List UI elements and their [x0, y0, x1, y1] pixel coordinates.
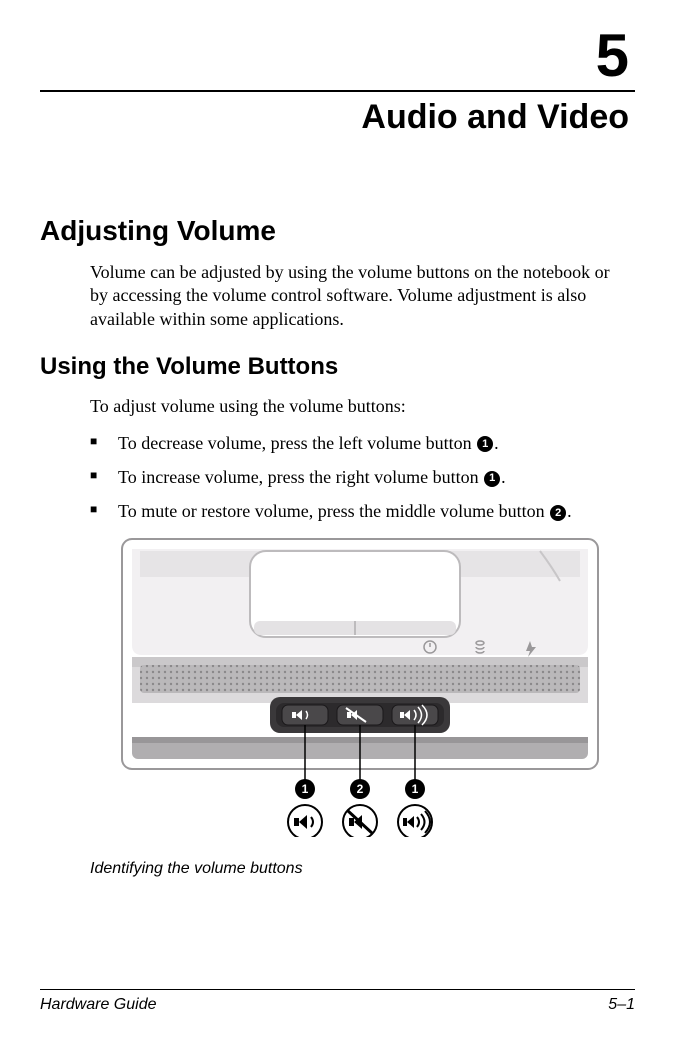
speaker-high-icon: [398, 805, 432, 837]
figure-callout-1: 1: [302, 782, 309, 796]
callout-icon: 1: [477, 436, 493, 452]
page-footer: Hardware Guide 5–1: [40, 989, 635, 1014]
figure-caption: Identifying the volume buttons: [90, 860, 635, 878]
footer-right: 5–1: [608, 996, 635, 1014]
callout-icon: 1: [484, 471, 500, 487]
list-item-text-pre: To increase volume, press the right volu…: [118, 467, 483, 487]
section-intro-using-buttons: To adjust volume using the volume button…: [90, 395, 625, 418]
footer-left: Hardware Guide: [40, 996, 157, 1014]
figure-callout-3: 1: [412, 782, 419, 796]
chapter-title: Audio and Video: [40, 98, 635, 137]
figure-callout-2: 2: [357, 782, 364, 796]
section-heading-adjusting-volume: Adjusting Volume: [40, 215, 635, 247]
chapter-number: 5: [40, 20, 635, 86]
list-item: To decrease volume, press the left volum…: [90, 431, 625, 455]
chapter-rule: [40, 90, 635, 92]
laptop-volume-illustration: 1 2 1: [120, 537, 600, 837]
list-item-text-post: .: [494, 433, 499, 453]
list-item-text-pre: To decrease volume, press the left volum…: [118, 433, 476, 453]
bullet-list: To decrease volume, press the left volum…: [90, 431, 625, 524]
list-item: To mute or restore volume, press the mid…: [90, 499, 625, 523]
section-heading-using-buttons: Using the Volume Buttons: [40, 353, 635, 381]
footer-rule: [40, 989, 635, 990]
list-item: To increase volume, press the right volu…: [90, 465, 625, 489]
callout-icon: 2: [550, 505, 566, 521]
list-item-text-post: .: [567, 501, 572, 521]
speaker-mute-icon: [343, 805, 377, 837]
figure: 1 2 1: [120, 537, 600, 842]
list-item-text-pre: To mute or restore volume, press the mid…: [118, 501, 549, 521]
speaker-low-icon: [288, 805, 322, 837]
section-body-adjusting-volume: Volume can be adjusted by using the volu…: [90, 261, 625, 331]
list-item-text-post: .: [501, 467, 506, 487]
